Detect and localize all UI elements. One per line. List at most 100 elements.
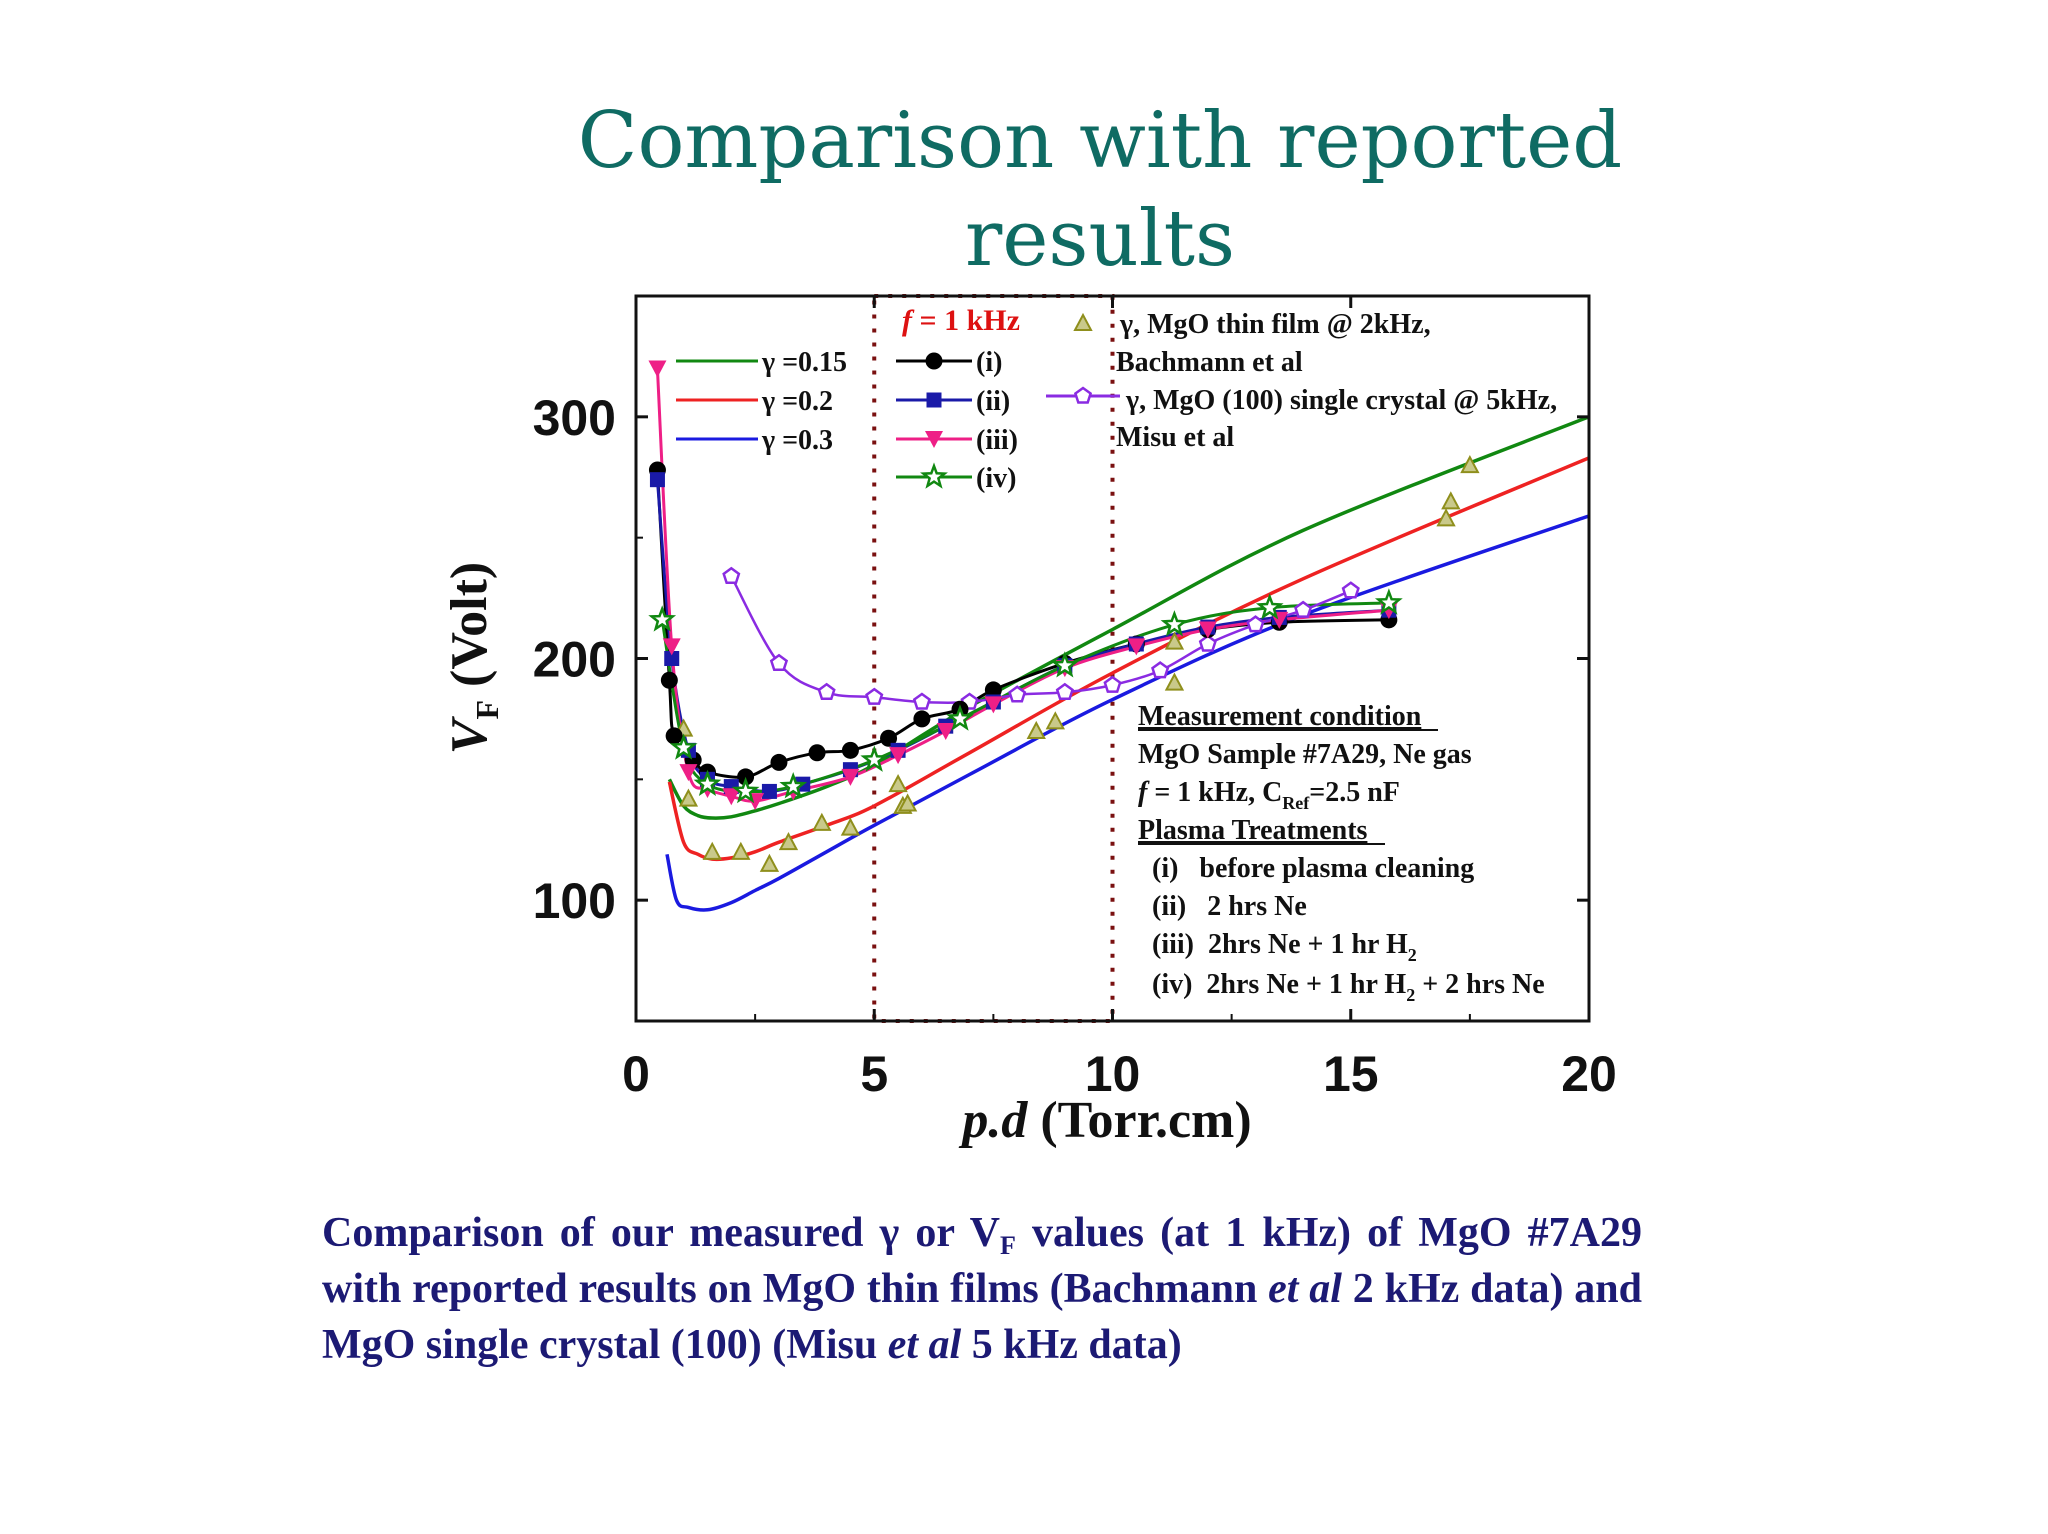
treatment-iii: (iii) 2hrs Ne + 1 hr H2 [1152, 929, 1417, 965]
legend-marker-misu [1073, 386, 1093, 404]
measurement-line-1: MgO Sample #7A29, Ne gas [1138, 739, 1472, 770]
treatment-ii: (ii) 2 hrs Ne [1152, 891, 1307, 922]
measured-2-point [1127, 638, 1146, 656]
legend-symbol-3 [920, 462, 948, 489]
measured-2-point [1198, 621, 1217, 639]
legend-label-bachmann-1: γ, MgO thin film @ 2kHz, [1119, 309, 1431, 340]
legend-marker-ii [926, 392, 942, 408]
measured-2-point [889, 747, 908, 765]
legend-label-ii: (ii) [976, 386, 1010, 417]
treatment-iv: (iv) 2hrs Ne + 1 hr H2 + 2 hrs Ne [1152, 969, 1545, 1005]
reported-1-point [865, 687, 884, 705]
legend-symbol-0 [925, 352, 943, 370]
legend-marker-i [925, 352, 943, 370]
reported-0-point [759, 853, 780, 872]
measured-3-point [779, 771, 808, 799]
measured-3-point [1374, 588, 1403, 615]
legend-symbol-misu [1073, 386, 1093, 404]
reported-0-point [1436, 508, 1456, 527]
reported-1-point [1055, 682, 1074, 701]
x-axis-label: p.d (Torr.cm) [958, 1092, 1251, 1149]
legend-label-gamma-015: γ =0.15 [761, 347, 847, 378]
reported-1-point [769, 653, 789, 672]
legend-theory: γ =0.15 γ =0.2 γ =0.3 [676, 347, 847, 456]
legend-label-bachmann-2: Bachmann et al [1116, 347, 1303, 378]
frequency-label: f = 1 kHz [902, 304, 1020, 337]
title-line-1: Comparison with reported [577, 96, 1623, 186]
y-tick-label: 300 [533, 390, 616, 446]
measured-1-point [649, 472, 665, 488]
reported-1-point [1246, 615, 1265, 633]
legend-label-i: (i) [976, 347, 1002, 378]
legend-symbol-bachmann [1073, 312, 1093, 331]
reported-0-point [1026, 720, 1046, 739]
treatment-i: (i) before plasma cleaning [1152, 853, 1474, 884]
reported-0-point [812, 812, 832, 831]
measured-3-point [1255, 593, 1284, 620]
measured-1-point [761, 783, 777, 799]
measured-3-point [1160, 610, 1189, 637]
measured-2-point [679, 764, 698, 782]
measured-0-point [660, 671, 678, 689]
measured-2-point [648, 360, 667, 378]
theory-curve-1 [667, 456, 1589, 862]
measured-0-point [808, 744, 826, 762]
measurement-condition-box: Measurement condition MgO Sample #7A29, … [1138, 701, 1545, 1005]
plasma-heading: Plasma Treatments [1138, 815, 1368, 846]
reported-0-point [702, 841, 722, 860]
reported-1-point [1198, 634, 1217, 652]
measured-3-point [1051, 651, 1079, 678]
reported-0-point [1164, 631, 1185, 650]
y-tick-label: 100 [533, 873, 616, 929]
legend-label-iv: (iv) [976, 463, 1016, 494]
measured-3-point [731, 776, 760, 804]
measured-0-point [880, 729, 898, 747]
measured-0-point [913, 710, 931, 728]
reported-1-point [1341, 581, 1360, 599]
measured-2-point [662, 638, 681, 656]
legend-marker-iv [920, 462, 948, 489]
reported-0-point [678, 788, 699, 807]
x-tick-label: 15 [1323, 1046, 1379, 1102]
reported-1-point [1008, 685, 1027, 703]
measurement-line-2: f = 1 kHz, CRef=2.5 nF [1138, 777, 1400, 813]
measured-2-point [841, 768, 860, 786]
theory-curve-0 [667, 415, 1589, 820]
reported-1-point [912, 692, 931, 710]
slide-title: Comparison with reported results [560, 92, 1640, 288]
legend-symbol-1 [926, 392, 942, 408]
measured-2-point [936, 723, 955, 740]
legend-symbol-2 [925, 431, 943, 448]
x-tick-label: 10 [1085, 1046, 1141, 1102]
measured-3-point [946, 704, 974, 731]
measured-3-point [648, 605, 677, 632]
reported-0-point [897, 793, 918, 812]
reported-1-point [722, 566, 741, 585]
reported-0-point [1164, 672, 1185, 691]
measured-2-point [722, 788, 741, 806]
legend-reported: γ, MgO thin film @ 2kHz, Bachmann et al … [1046, 309, 1557, 453]
reported-0-point [731, 841, 751, 860]
measured-3-point [860, 745, 889, 772]
y-tick-label: 200 [533, 632, 616, 688]
y-axis-label: VF (Volt) [441, 562, 505, 754]
legend-label-iii: (iii) [976, 425, 1018, 456]
x-tick-label: 20 [1561, 1046, 1617, 1102]
reported-0-point [888, 774, 908, 793]
legend-marker-bachmann [1073, 312, 1093, 331]
legend-label-gamma-02: γ =0.2 [761, 386, 833, 417]
legend-label-misu-2: Misu et al [1116, 422, 1234, 453]
legend-marker-iii [925, 431, 943, 448]
measured-0-point [665, 727, 683, 745]
legend-measured: (i) (ii) (iii) (iv) [896, 347, 1018, 494]
measured-0-point [984, 681, 1002, 699]
measured-0-point [770, 753, 788, 771]
reported-1-point [1151, 661, 1170, 679]
measured-3-point [669, 733, 698, 760]
legend-label-gamma-03: γ =0.3 [761, 425, 833, 456]
reported-1-point [1103, 675, 1122, 693]
reported-1-point [817, 682, 836, 701]
legend-label-misu-1: γ, MgO (100) single crystal @ 5kHz, [1125, 385, 1557, 416]
measurement-heading: Measurement condition [1138, 701, 1422, 732]
